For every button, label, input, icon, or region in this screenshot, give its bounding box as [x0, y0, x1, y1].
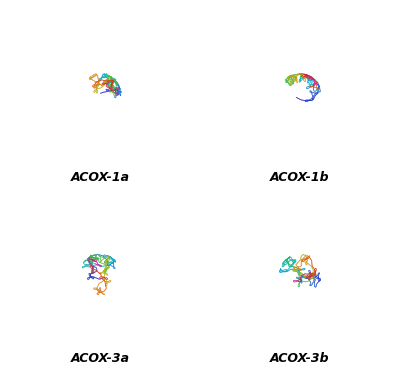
Text: ACOX-1a: ACOX-1a [70, 171, 130, 184]
Text: ACOX-3b: ACOX-3b [270, 352, 330, 365]
Text: ACOX-1b: ACOX-1b [270, 171, 330, 184]
Text: ACOX-3a: ACOX-3a [70, 352, 130, 365]
